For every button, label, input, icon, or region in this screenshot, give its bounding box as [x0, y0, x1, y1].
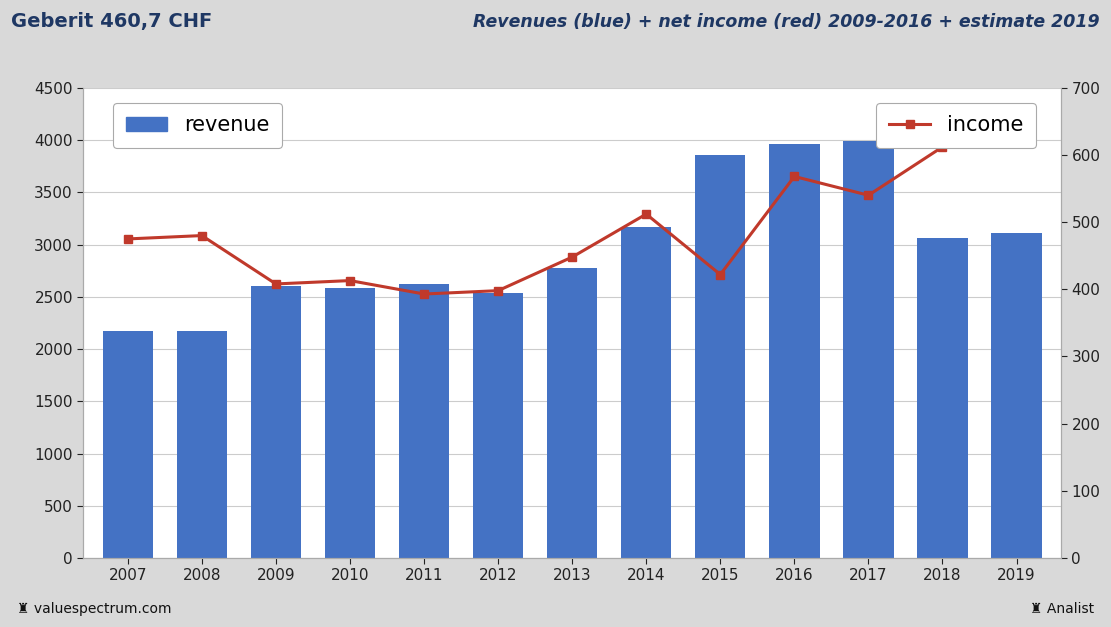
Text: Geberit 460,7 CHF: Geberit 460,7 CHF: [11, 13, 212, 31]
Bar: [473, 293, 523, 558]
Bar: [324, 288, 376, 558]
Bar: [102, 330, 153, 558]
Bar: [399, 284, 449, 558]
Bar: [918, 238, 968, 558]
Bar: [621, 227, 671, 558]
Bar: [843, 141, 893, 558]
Text: ♜ Analist: ♜ Analist: [1030, 603, 1094, 616]
Bar: [769, 144, 820, 558]
Bar: [695, 155, 745, 558]
Legend: income: income: [877, 103, 1035, 148]
Bar: [177, 330, 227, 558]
Bar: [991, 233, 1042, 558]
Text: ♜ valuespectrum.com: ♜ valuespectrum.com: [17, 603, 171, 616]
Bar: [547, 268, 598, 558]
Legend: revenue: revenue: [113, 103, 282, 148]
Text: Revenues (blue) + net income (red) 2009-2016 + estimate 2019: Revenues (blue) + net income (red) 2009-…: [473, 13, 1100, 31]
Bar: [251, 287, 301, 558]
